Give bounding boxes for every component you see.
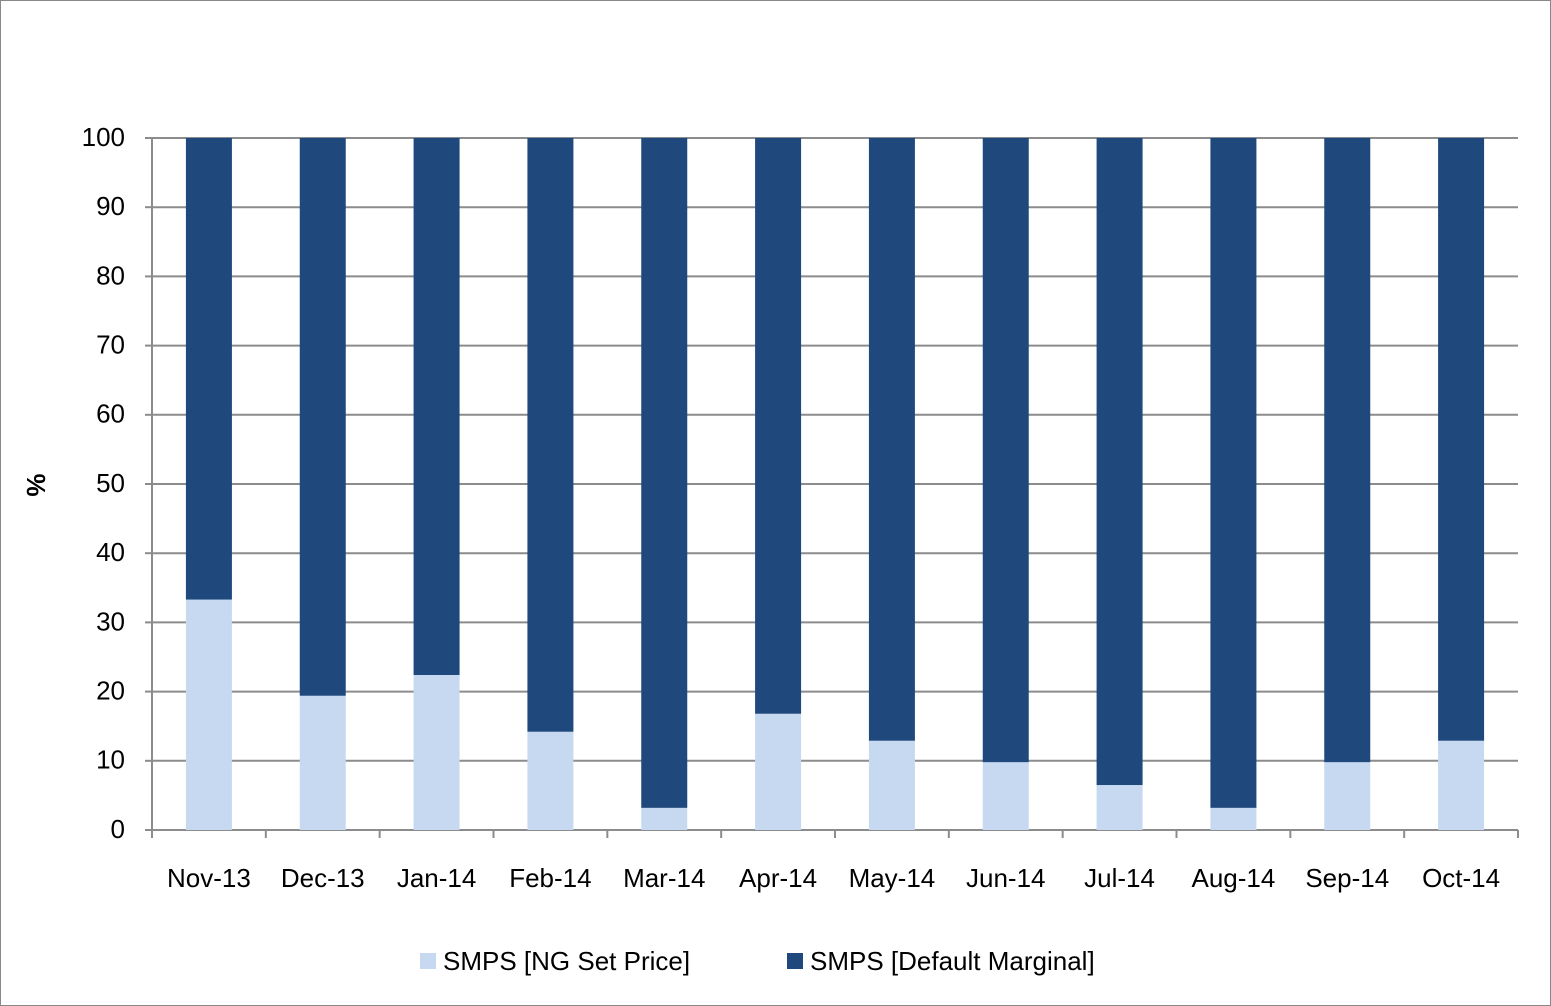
x-tick-label: Jun-14: [966, 863, 1046, 893]
y-tick-label: 100: [82, 122, 125, 152]
bar-segment: [185, 599, 232, 830]
bar-segment: [868, 138, 915, 741]
y-tick-label: 50: [96, 468, 125, 498]
bar-segment: [755, 138, 802, 714]
legend-label: SMPS [Default Marginal]: [810, 946, 1095, 976]
legend-swatch: [787, 953, 803, 969]
bar-segment: [641, 807, 688, 830]
x-tick-label: Dec-13: [281, 863, 365, 893]
y-tick-label: 90: [96, 191, 125, 221]
bar-segment: [299, 138, 346, 696]
x-tick-label: May-14: [849, 863, 936, 893]
y-tick-label: 40: [96, 537, 125, 567]
bar-segment: [1096, 785, 1143, 830]
bar-segment: [755, 713, 802, 830]
y-tick-label: 80: [96, 260, 125, 290]
x-tick-label: Jul-14: [1084, 863, 1155, 893]
y-tick-label: 60: [96, 399, 125, 429]
bar-segment: [868, 740, 915, 830]
bar-segment: [641, 138, 688, 808]
y-tick-label: 30: [96, 606, 125, 636]
x-tick-label: Apr-14: [739, 863, 817, 893]
bar-segment: [1324, 138, 1371, 763]
x-tick-label: Jan-14: [397, 863, 477, 893]
bar-segment: [1438, 740, 1485, 830]
bar-segment: [1096, 138, 1143, 786]
bar-segment: [982, 762, 1029, 830]
x-tick-label: Aug-14: [1191, 863, 1275, 893]
bar-segment: [299, 695, 346, 830]
bar-segment: [1438, 138, 1485, 741]
x-tick-label: Oct-14: [1422, 863, 1500, 893]
bar-segment: [527, 731, 574, 830]
bar-segment: [527, 138, 574, 732]
bar-segment: [413, 674, 460, 830]
y-tick-label: 0: [111, 814, 125, 844]
y-tick-label: 10: [96, 745, 125, 775]
bar-segment: [1210, 807, 1257, 830]
x-tick-label: Feb-14: [509, 863, 591, 893]
y-tick-label: 70: [96, 329, 125, 359]
bar-segment: [413, 138, 460, 675]
x-tick-label: Nov-13: [167, 863, 251, 893]
legend-swatch: [420, 953, 436, 969]
y-axis-label: %: [21, 473, 51, 496]
y-tick-label: 20: [96, 675, 125, 705]
bar-segment: [1210, 138, 1257, 808]
bar-segment: [982, 138, 1029, 763]
bar-segment: [185, 138, 232, 600]
legend-label: SMPS [NG Set Price]: [443, 946, 690, 976]
x-tick-label: Sep-14: [1305, 863, 1389, 893]
x-tick-label: Mar-14: [623, 863, 705, 893]
bar-segment: [1324, 762, 1371, 830]
